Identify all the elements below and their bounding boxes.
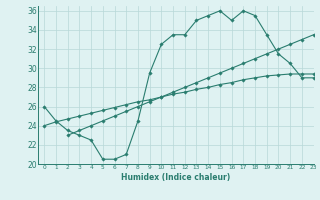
X-axis label: Humidex (Indice chaleur): Humidex (Indice chaleur): [121, 173, 231, 182]
